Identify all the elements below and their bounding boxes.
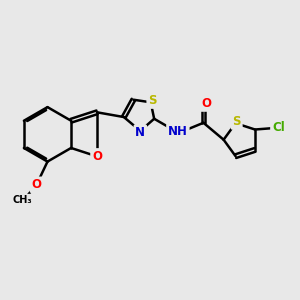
Text: O: O bbox=[32, 178, 41, 191]
Text: Cl: Cl bbox=[272, 122, 285, 134]
Text: O: O bbox=[92, 150, 102, 163]
Text: CH₃: CH₃ bbox=[13, 195, 32, 205]
Text: S: S bbox=[148, 94, 157, 107]
Text: S: S bbox=[232, 115, 241, 128]
Text: O: O bbox=[201, 97, 211, 110]
Text: N: N bbox=[135, 126, 145, 139]
Text: NH: NH bbox=[168, 125, 188, 138]
